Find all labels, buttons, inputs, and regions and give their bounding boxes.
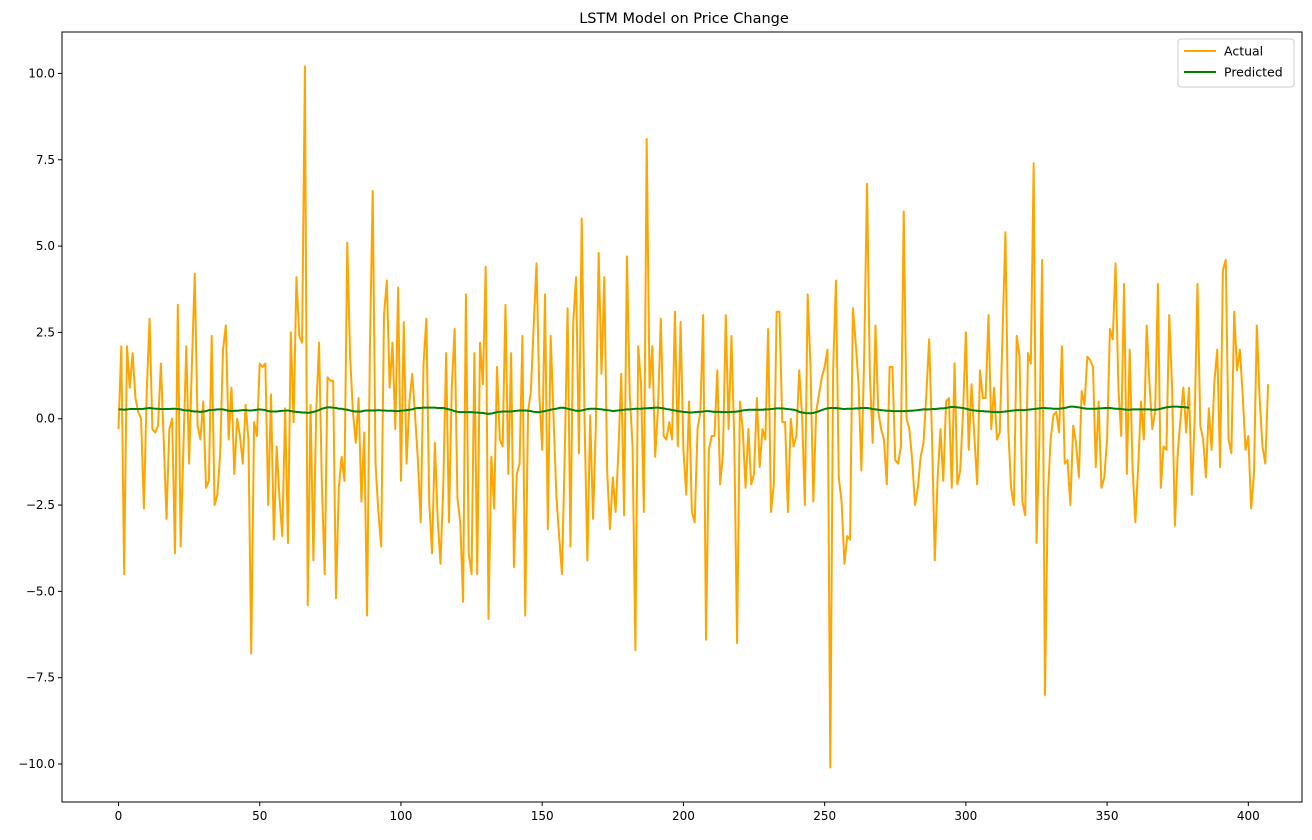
- y-tick-label: 7.5: [36, 153, 55, 167]
- y-tick-label: −7.5: [26, 671, 55, 685]
- y-tick-label: 10.0: [28, 66, 55, 80]
- series-line-predicted: [118, 405, 1190, 415]
- legend-label-predicted: Predicted: [1224, 65, 1283, 80]
- x-tick-label: 200: [672, 809, 695, 823]
- legend-label-actual: Actual: [1224, 44, 1263, 59]
- x-tick-label: 300: [954, 809, 977, 823]
- x-tick-label: 150: [531, 809, 554, 823]
- series-layer: [117, 65, 1270, 769]
- y-tick-label: 0.0: [36, 412, 55, 426]
- x-tick-label: 250: [813, 809, 836, 823]
- legend: Actual Predicted: [1177, 38, 1295, 88]
- chart-title: LSTM Model on Price Change: [579, 11, 789, 27]
- y-tick-label: −10.0: [18, 757, 55, 771]
- y-tick-label: 2.5: [36, 325, 55, 339]
- x-axis: 0 50 100 150 200 250 300 350 400: [115, 802, 1260, 823]
- x-tick-label: 400: [1237, 809, 1260, 823]
- x-tick-label: 50: [252, 809, 267, 823]
- x-tick-label: 350: [1096, 809, 1119, 823]
- plot-area-frame: [61, 31, 1303, 803]
- y-tick-label: 5.0: [36, 239, 55, 253]
- x-tick-label: 0: [115, 809, 123, 823]
- y-tick-label: −2.5: [26, 498, 55, 512]
- x-tick-label: 100: [389, 809, 412, 823]
- y-tick-label: −5.0: [26, 584, 55, 598]
- series-line-actual: [117, 65, 1270, 769]
- y-axis: 10.0 7.5 5.0 2.5 0.0 −2.5 −5.0 −7.5 −10.0: [18, 66, 62, 771]
